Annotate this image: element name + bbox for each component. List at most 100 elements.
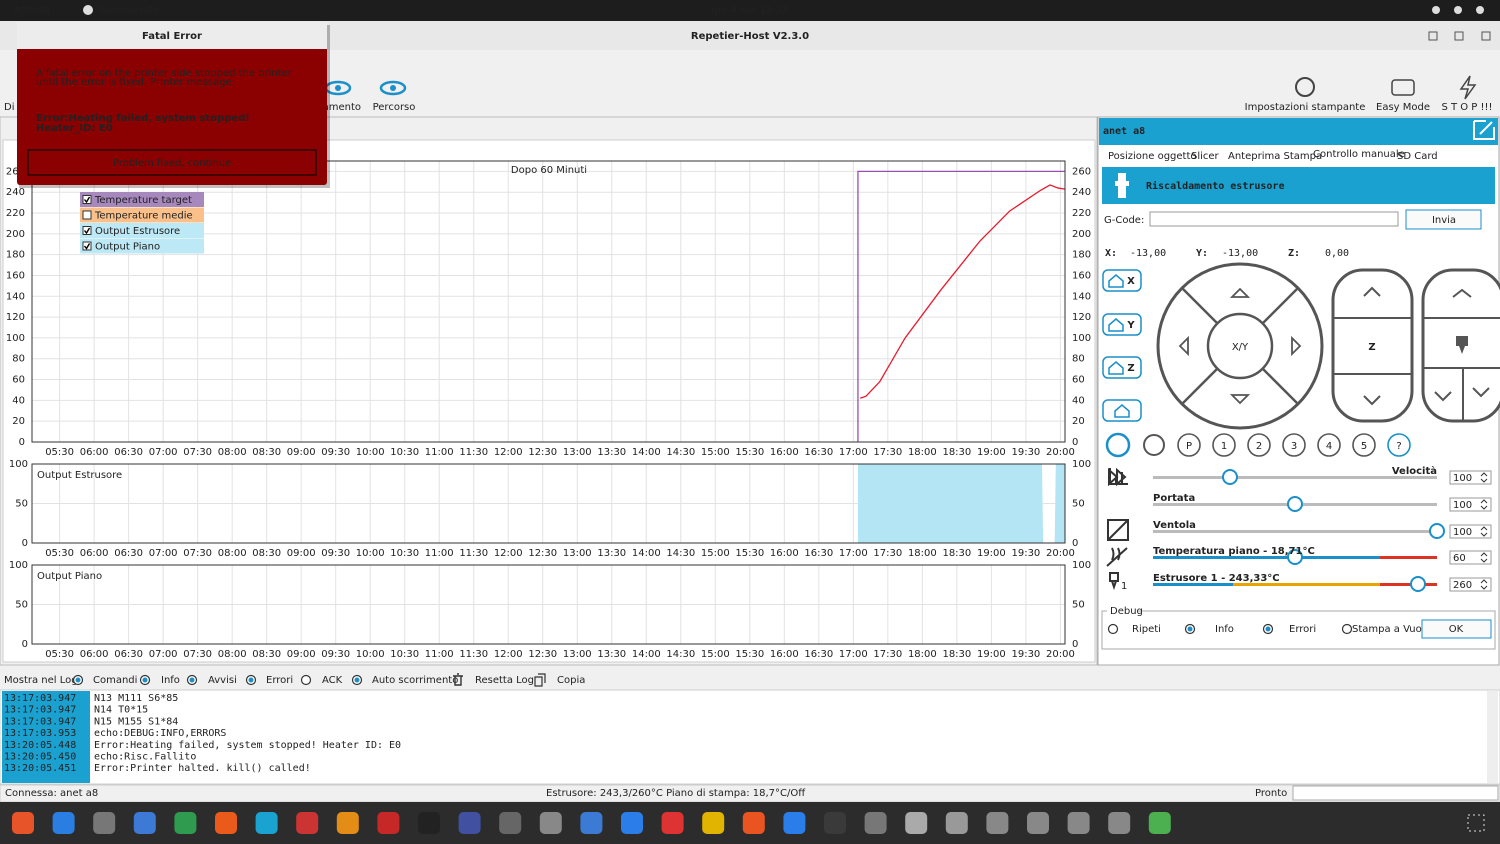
taskbar-icon[interactable] xyxy=(377,812,400,834)
macro-button[interactable] xyxy=(1282,433,1306,457)
tab[interactable]: Slicer xyxy=(1191,151,1220,162)
tab[interactable]: Anteprima Stampa xyxy=(1228,151,1322,162)
legend-check[interactable] xyxy=(82,195,92,204)
trash-icon[interactable] xyxy=(453,673,463,686)
taskbar-icon[interactable] xyxy=(133,812,156,834)
x-tick-label: 11:00 xyxy=(425,649,454,660)
taskbar-icon[interactable] xyxy=(1027,812,1049,834)
macro-button[interactable] xyxy=(1212,433,1236,457)
gear-icon[interactable] xyxy=(1295,77,1315,97)
taskbar-icon[interactable] xyxy=(986,812,1009,834)
z-pad[interactable] xyxy=(1331,268,1414,423)
slider-thumb[interactable] xyxy=(1287,496,1303,512)
slider-value-box[interactable] xyxy=(1449,577,1492,592)
taskbar-icon[interactable] xyxy=(418,812,440,834)
toolbar-label[interactable]: Percorso xyxy=(373,102,416,113)
taskbar-icon[interactable] xyxy=(1148,812,1171,834)
macro-button[interactable] xyxy=(1247,433,1271,457)
stop-button[interactable] xyxy=(1143,434,1165,456)
window-control[interactable] xyxy=(1481,31,1491,41)
legend-check[interactable] xyxy=(82,210,92,220)
legend-check[interactable] xyxy=(82,241,92,251)
taskbar-icon[interactable] xyxy=(824,812,846,834)
taskbar-icon[interactable] xyxy=(1067,812,1090,834)
taskbar-icon[interactable] xyxy=(864,812,887,834)
debug-option[interactable] xyxy=(1341,623,1353,635)
taskbar-icon[interactable] xyxy=(215,812,237,834)
taskbar-icon[interactable] xyxy=(580,812,603,834)
legend-check[interactable] xyxy=(82,226,92,235)
taskbar-icon[interactable] xyxy=(52,812,75,834)
reset-log[interactable]: Resetta Log xyxy=(475,675,534,686)
tray-icon[interactable] xyxy=(1432,6,1440,14)
toolbar-label[interactable]: Impostazioni stampante xyxy=(1245,102,1366,113)
taskbar-icon[interactable] xyxy=(742,812,765,834)
tray-icon[interactable] xyxy=(1454,6,1462,14)
tab[interactable]: Posizione oggetto xyxy=(1108,151,1197,162)
eye-icon[interactable] xyxy=(379,80,407,96)
log-filter[interactable] xyxy=(300,674,312,686)
slider-value-box[interactable] xyxy=(1449,524,1492,539)
slider-value-box[interactable] xyxy=(1449,550,1492,565)
debug-option[interactable] xyxy=(1107,623,1119,635)
scrollbar[interactable] xyxy=(1487,691,1498,783)
xy-pad-inner[interactable] xyxy=(1206,312,1274,380)
taskbar-icon[interactable] xyxy=(945,812,968,834)
tab[interactable]: SD Card xyxy=(1397,151,1438,162)
copy-icon[interactable] xyxy=(534,673,546,687)
window-control[interactable] xyxy=(1428,31,1438,41)
toolbar-label[interactable]: S T O P !!! xyxy=(1441,102,1492,113)
apps-grid[interactable] xyxy=(1467,814,1485,832)
clock[interactable]: gio 4 apr 13:23 xyxy=(712,5,789,16)
send-button[interactable] xyxy=(1405,209,1482,230)
taskbar-icon[interactable] xyxy=(296,812,319,834)
window-control[interactable] xyxy=(1454,31,1464,41)
taskbar-icon[interactable] xyxy=(783,812,806,834)
ok-button[interactable] xyxy=(1421,619,1492,639)
taskbar-icon[interactable] xyxy=(499,812,522,834)
taskbar-icon[interactable] xyxy=(905,812,928,834)
toolbar-label[interactable]: Easy Mode xyxy=(1376,102,1430,113)
taskbar-icon[interactable] xyxy=(539,812,562,834)
y-tick-label: 100 xyxy=(9,560,28,571)
taskbar-icon[interactable] xyxy=(12,812,34,834)
spin-arrows[interactable] xyxy=(1480,472,1488,483)
log-filter-label: Auto scorrimento xyxy=(372,675,458,686)
macro-button[interactable] xyxy=(1317,433,1341,457)
spin-arrows[interactable] xyxy=(1480,579,1488,590)
macro-button[interactable] xyxy=(1352,433,1376,457)
macro-button[interactable] xyxy=(1177,433,1201,457)
spin-arrows[interactable] xyxy=(1480,526,1488,537)
slider-thumb[interactable] xyxy=(1410,576,1426,592)
taskbar-icon[interactable] xyxy=(255,812,278,834)
slider-value-box[interactable] xyxy=(1449,497,1492,512)
taskbar-icon[interactable] xyxy=(336,812,359,834)
taskbar-icon[interactable] xyxy=(621,812,643,834)
easy-icon[interactable] xyxy=(1391,79,1415,96)
tab[interactable]: Controllo manuale xyxy=(1313,149,1405,160)
taskbar-icon[interactable] xyxy=(661,812,684,834)
power-button[interactable] xyxy=(1105,432,1131,458)
toolbar-label[interactable]: amento xyxy=(323,102,361,113)
dialog-button[interactable] xyxy=(27,149,317,176)
gcode-input[interactable] xyxy=(1149,211,1399,227)
taskbar-icon[interactable] xyxy=(93,812,116,834)
spin-arrows[interactable] xyxy=(1480,499,1488,510)
taskbar-icon[interactable] xyxy=(458,812,481,834)
taskbar-icon[interactable] xyxy=(174,812,197,834)
tray-icon[interactable] xyxy=(1476,6,1484,14)
activities[interactable]: Attività xyxy=(14,4,50,16)
slider-thumb[interactable] xyxy=(1222,469,1238,485)
stop-icon[interactable] xyxy=(1459,75,1477,100)
home-button[interactable] xyxy=(1102,399,1142,422)
edit-icon[interactable] xyxy=(1473,120,1495,140)
copy-log[interactable]: Copia xyxy=(557,675,585,686)
taskbar-icon[interactable] xyxy=(1108,812,1131,834)
spin-arrows[interactable] xyxy=(1480,552,1488,563)
macro-button[interactable] xyxy=(1387,433,1411,457)
slider-thumb[interactable] xyxy=(1429,523,1445,539)
taskbar-icon[interactable] xyxy=(702,812,725,834)
slider-value-box[interactable] xyxy=(1449,470,1492,485)
slider-thumb[interactable] xyxy=(1287,549,1303,565)
x-tick-label: 17:30 xyxy=(873,649,902,660)
